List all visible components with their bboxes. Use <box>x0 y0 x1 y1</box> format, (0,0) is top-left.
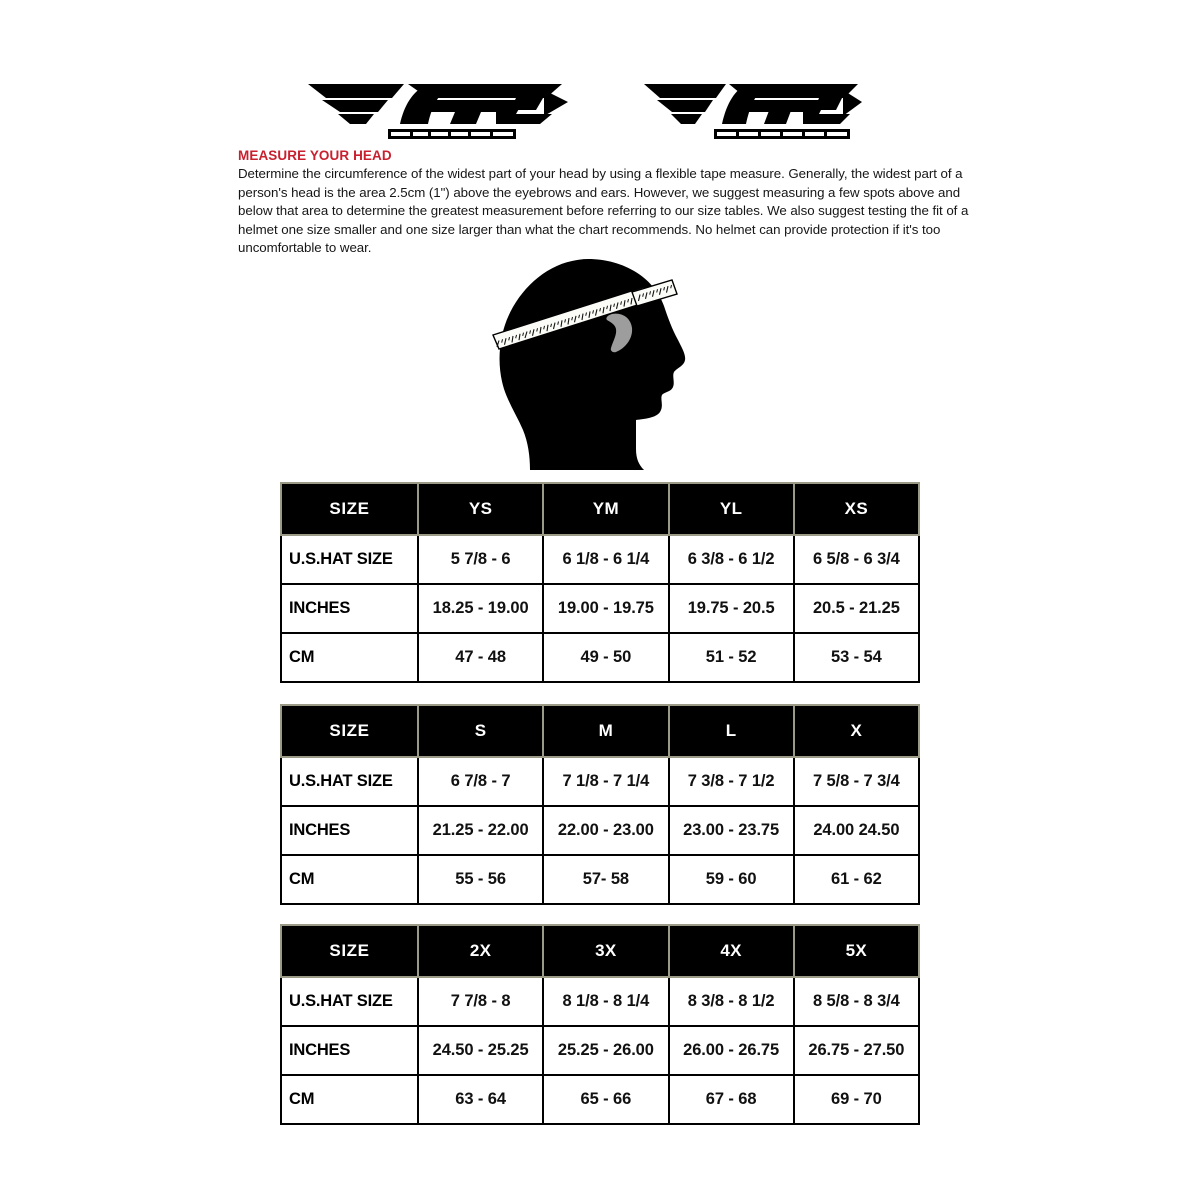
row-label-us-hat-size: U.S.HAT SIZE <box>280 756 419 807</box>
cell-hat-5x: 8 5/8 - 8 3/4 <box>792 976 921 1027</box>
column-header-x: X <box>792 704 921 758</box>
row-label-us-hat-size: U.S.HAT SIZE <box>280 976 419 1027</box>
cell-cm-s: 55 - 56 <box>416 854 545 905</box>
table-row: CM 63 - 64 65 - 66 67 - 68 69 - 70 <box>280 1074 921 1125</box>
table-header-row: SIZE S M L X <box>280 704 921 758</box>
cell-inches-ym: 19.00 - 19.75 <box>542 583 670 634</box>
table-row: U.S.HAT SIZE 5 7/8 - 6 6 1/8 - 6 1/4 6 3… <box>280 534 921 585</box>
cell-hat-3x: 8 1/8 - 8 1/4 <box>542 976 670 1027</box>
cell-hat-s: 6 7/8 - 7 <box>416 756 545 807</box>
fly-street-logo <box>640 72 862 140</box>
table-header-row: SIZE 2X 3X 4X 5X <box>280 924 921 978</box>
table-row: INCHES 21.25 - 22.00 22.00 - 23.00 23.00… <box>280 805 921 856</box>
cell-hat-ym: 6 1/8 - 6 1/4 <box>542 534 670 585</box>
cell-hat-yl: 6 3/8 - 6 1/2 <box>667 534 795 585</box>
cell-inches-2x: 24.50 - 25.25 <box>416 1025 545 1076</box>
cell-inches-x: 24.00 24.50 <box>792 805 921 856</box>
row-label-inches: INCHES <box>280 1025 419 1076</box>
column-header-ys: YS <box>416 482 545 536</box>
column-header-3x: 3X <box>542 924 670 978</box>
cell-cm-5x: 69 - 70 <box>792 1074 921 1125</box>
column-header-5x: 5X <box>792 924 921 978</box>
column-header-l: L <box>667 704 795 758</box>
cell-inches-m: 22.00 - 23.00 <box>542 805 670 856</box>
column-header-s: S <box>416 704 545 758</box>
cell-cm-x: 61 - 62 <box>792 854 921 905</box>
cell-inches-3x: 25.25 - 26.00 <box>542 1025 670 1076</box>
cell-hat-l: 7 3/8 - 7 1/2 <box>667 756 795 807</box>
cell-cm-m: 57- 58 <box>542 854 670 905</box>
cell-cm-2x: 63 - 64 <box>416 1074 545 1125</box>
column-header-ym: YM <box>542 482 670 536</box>
cell-cm-4x: 67 - 68 <box>667 1074 795 1125</box>
table-row: INCHES 18.25 - 19.00 19.00 - 19.75 19.75… <box>280 583 921 634</box>
table-header-row: SIZE YS YM YL XS <box>280 482 921 536</box>
row-label-inches: INCHES <box>280 583 419 634</box>
table-row: U.S.HAT SIZE 7 7/8 - 8 8 1/8 - 8 1/4 8 3… <box>280 976 921 1027</box>
cell-hat-x: 7 5/8 - 7 3/4 <box>792 756 921 807</box>
fly-racing-logo <box>300 72 568 140</box>
measure-instructions-paragraph: Determine the circumference of the wides… <box>238 166 969 256</box>
row-label-cm: CM <box>280 632 419 683</box>
table-row: CM 55 - 56 57- 58 59 - 60 61 - 62 <box>280 854 921 905</box>
column-header-2x: 2X <box>416 924 545 978</box>
row-label-cm: CM <box>280 854 419 905</box>
cell-hat-xs: 6 5/8 - 6 3/4 <box>792 534 921 585</box>
logo-row <box>0 72 1200 140</box>
cell-hat-4x: 8 3/8 - 8 1/2 <box>667 976 795 1027</box>
head-profile-with-tape-measure-icon <box>492 256 712 472</box>
cell-inches-yl: 19.75 - 20.5 <box>667 583 795 634</box>
cell-cm-l: 59 - 60 <box>667 854 795 905</box>
fly-street-wordmark-icon <box>644 84 862 139</box>
cell-inches-xs: 20.5 - 21.25 <box>792 583 921 634</box>
column-header-m: M <box>542 704 670 758</box>
cell-hat-ys: 5 7/8 - 6 <box>416 534 545 585</box>
cell-cm-3x: 65 - 66 <box>542 1074 670 1125</box>
cell-hat-m: 7 1/8 - 7 1/4 <box>542 756 670 807</box>
column-header-xs: XS <box>792 482 921 536</box>
size-table-adult-extended: SIZE 2X 3X 4X 5X U.S.HAT SIZE 7 7/8 - 8 … <box>280 924 921 1125</box>
cell-inches-s: 21.25 - 22.00 <box>416 805 545 856</box>
column-header-size: SIZE <box>280 704 419 758</box>
column-header-4x: 4X <box>667 924 795 978</box>
measure-your-head-section: MEASURE YOUR HEAD Determine the circumfe… <box>238 148 978 258</box>
page-title: MEASURE YOUR HEAD <box>238 148 392 163</box>
cell-inches-5x: 26.75 - 27.50 <box>792 1025 921 1076</box>
table-row: INCHES 24.50 - 25.25 25.25 - 26.00 26.00… <box>280 1025 921 1076</box>
cell-inches-l: 23.00 - 23.75 <box>667 805 795 856</box>
row-label-us-hat-size: U.S.HAT SIZE <box>280 534 419 585</box>
fly-racing-wordmark-icon <box>308 84 568 139</box>
table-row: CM 47 - 48 49 - 50 51 - 52 53 - 54 <box>280 632 921 683</box>
table-row: U.S.HAT SIZE 6 7/8 - 7 7 1/8 - 7 1/4 7 3… <box>280 756 921 807</box>
cell-inches-ys: 18.25 - 19.00 <box>416 583 545 634</box>
size-table-youth: SIZE YS YM YL XS U.S.HAT SIZE 5 7/8 - 6 … <box>280 482 921 683</box>
row-label-inches: INCHES <box>280 805 419 856</box>
column-header-size: SIZE <box>280 924 419 978</box>
cell-cm-xs: 53 - 54 <box>792 632 921 683</box>
row-label-cm: CM <box>280 1074 419 1125</box>
cell-inches-4x: 26.00 - 26.75 <box>667 1025 795 1076</box>
cell-hat-2x: 7 7/8 - 8 <box>416 976 545 1027</box>
size-table-adult-standard: SIZE S M L X U.S.HAT SIZE 6 7/8 - 7 7 1/… <box>280 704 921 905</box>
cell-cm-ym: 49 - 50 <box>542 632 670 683</box>
cell-cm-ys: 47 - 48 <box>416 632 545 683</box>
cell-cm-yl: 51 - 52 <box>667 632 795 683</box>
column-header-size: SIZE <box>280 482 419 536</box>
column-header-yl: YL <box>667 482 795 536</box>
